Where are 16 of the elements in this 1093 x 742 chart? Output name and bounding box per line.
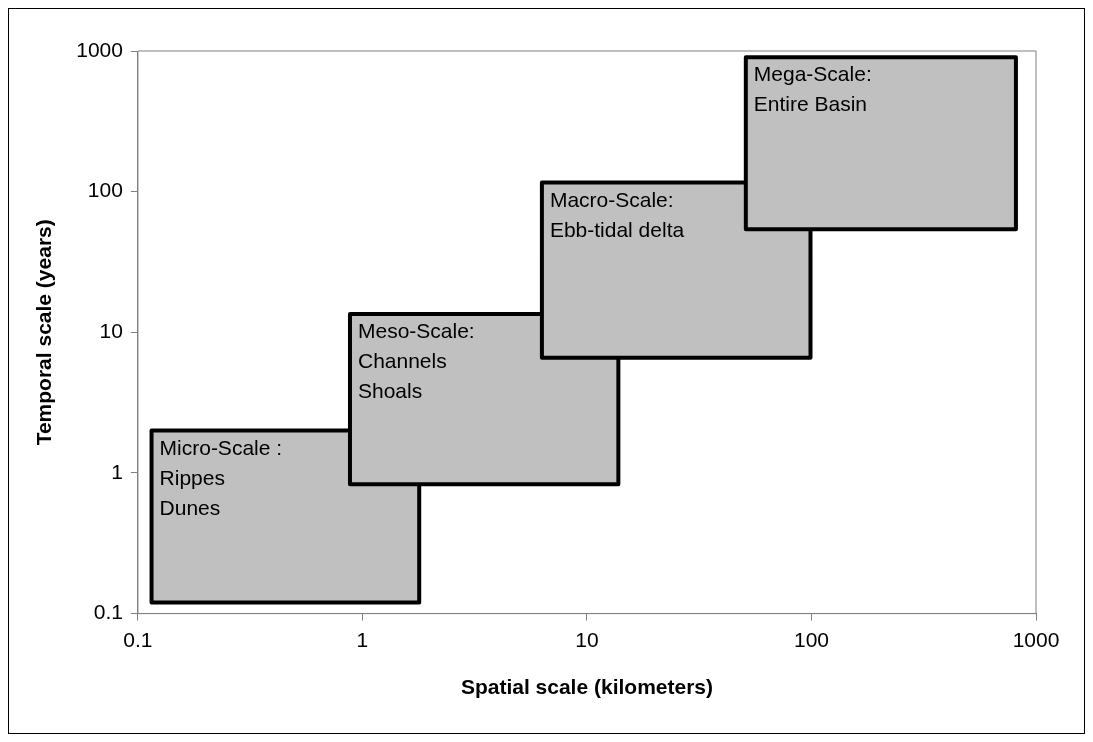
- series-label: Macro-Scale: Ebb-tidal delta: [549, 187, 685, 241]
- series-label: Meso-Scale: Channels Shoals: [357, 319, 475, 403]
- series-label: Micro-Scale : Rippes Dunes: [159, 435, 283, 519]
- y-tick-label: 100: [87, 178, 123, 202]
- x-tick-label: 10: [575, 628, 599, 651]
- y-tick-label: 10: [99, 319, 123, 343]
- y-tick-label: 1: [111, 459, 123, 483]
- x-tick-label: 1: [356, 628, 369, 651]
- y-axis-title: Temporal scale (years): [32, 219, 56, 446]
- series-label: Mega-Scale: Entire Basin: [753, 62, 872, 116]
- y-tick-label: 1000: [76, 37, 123, 61]
- x-axis-title: Spatial scale (kilometers): [460, 675, 714, 699]
- x-tick-label: 100: [793, 628, 829, 651]
- x-tick-label: 0.1: [123, 628, 153, 651]
- y-tick-label: 0.1: [93, 600, 123, 624]
- x-tick-label: 1000: [1012, 628, 1060, 651]
